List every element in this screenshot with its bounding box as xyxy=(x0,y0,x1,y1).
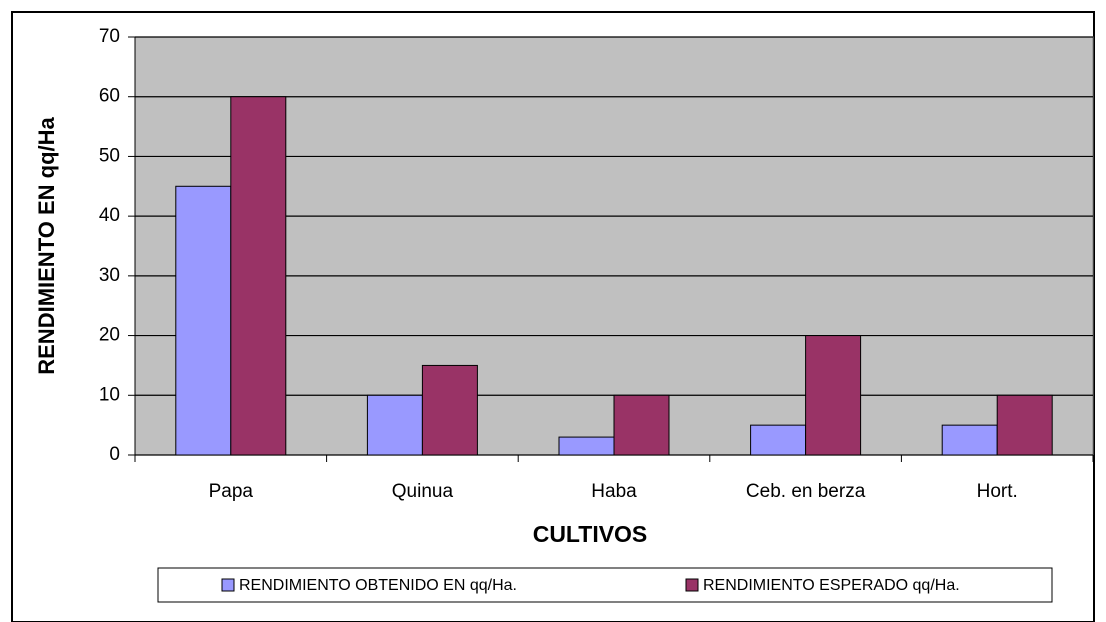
y-tick-label: 30 xyxy=(99,265,120,286)
bar xyxy=(558,436,615,456)
plot-area xyxy=(134,36,1094,456)
x-tick-label: Ceb. en berza xyxy=(746,481,866,502)
legend xyxy=(157,567,1053,603)
legend-swatch xyxy=(221,578,235,592)
bar xyxy=(421,364,478,456)
y-tick-label: 60 xyxy=(99,86,120,107)
y-tick-label: 20 xyxy=(99,325,120,346)
bar xyxy=(996,394,1053,456)
x-axis-title: CULTIVOS xyxy=(533,521,648,547)
x-tick-label: Papa xyxy=(209,481,254,502)
x-tick-label: Hort. xyxy=(977,481,1018,502)
legend-swatch xyxy=(685,578,699,592)
legend-label: RENDIMIENTO OBTENIDO EN qq/Ha. xyxy=(239,577,517,594)
bar xyxy=(366,394,423,456)
bar xyxy=(613,394,670,456)
bar xyxy=(941,424,998,456)
bar xyxy=(805,335,862,456)
y-tick-label: 40 xyxy=(99,205,120,226)
y-tick-label: 10 xyxy=(99,384,120,405)
bar xyxy=(750,424,807,456)
x-tick-label: Haba xyxy=(591,481,637,502)
y-tick-label: 50 xyxy=(99,145,120,166)
y-axis-title: RENDIMIENTO EN qq/Ha xyxy=(34,116,59,374)
bar xyxy=(175,185,232,456)
legend-label: RENDIMIENTO ESPERADO qq/Ha. xyxy=(703,577,960,594)
x-tick-label: Quinua xyxy=(392,481,454,502)
bar xyxy=(230,96,287,456)
y-tick-label: 70 xyxy=(99,26,120,47)
y-tick-label: 0 xyxy=(109,444,120,465)
